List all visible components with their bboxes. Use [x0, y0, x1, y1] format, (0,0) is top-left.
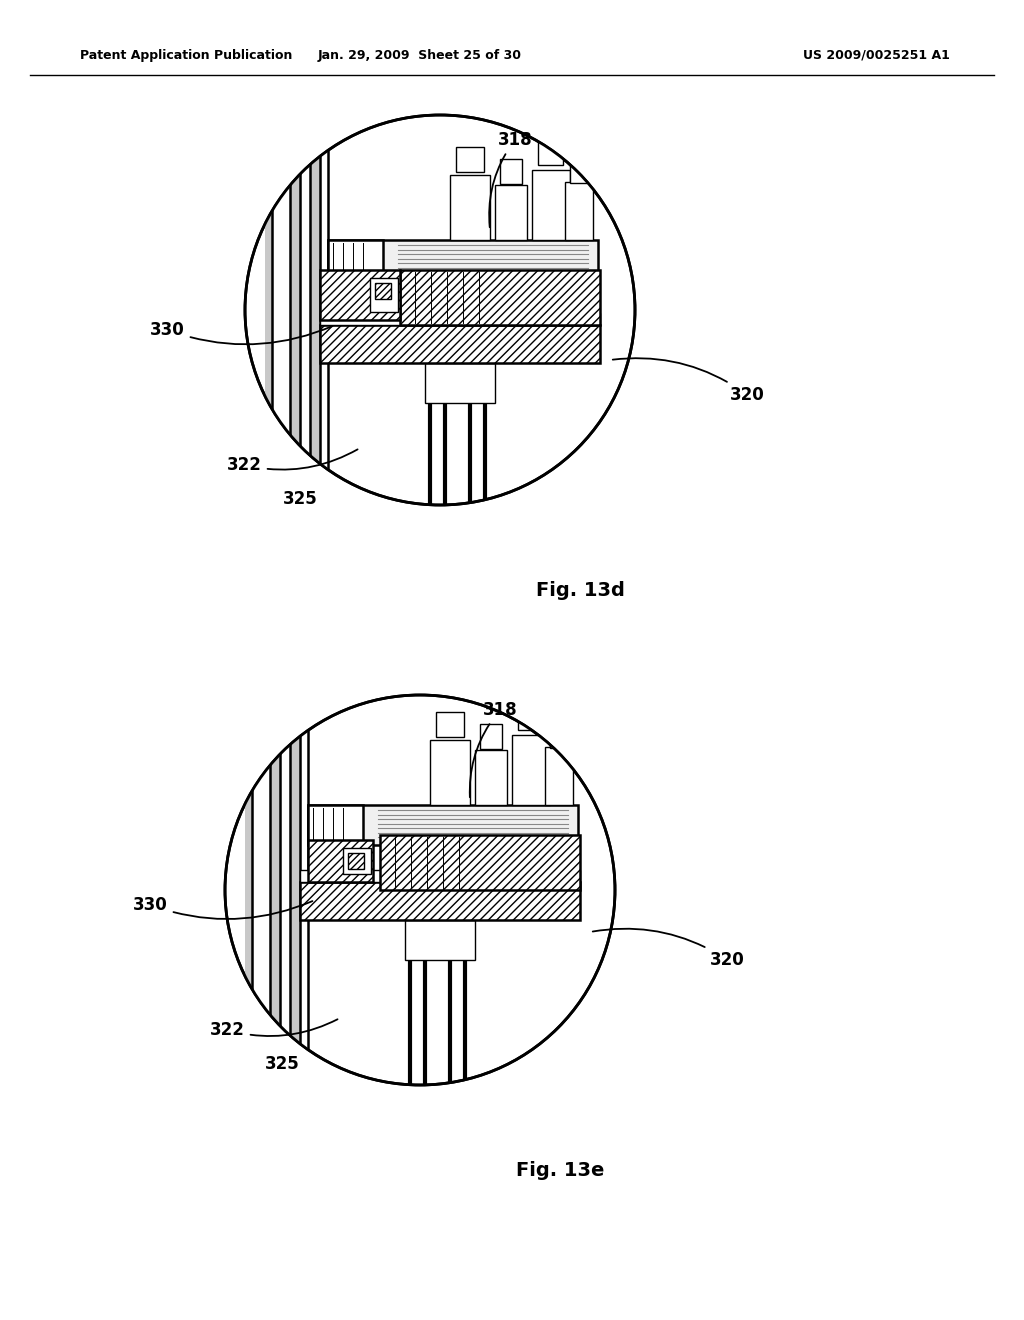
- Text: 330: 330: [133, 896, 312, 919]
- Bar: [550, 723, 568, 748]
- Bar: [512, 735, 550, 805]
- Bar: [500, 158, 522, 183]
- Bar: [308, 805, 578, 845]
- Bar: [538, 140, 563, 165]
- Bar: [319, 325, 600, 363]
- Bar: [370, 279, 398, 312]
- Bar: [436, 711, 464, 737]
- Bar: [430, 741, 470, 805]
- Bar: [425, 363, 495, 403]
- Bar: [348, 853, 364, 869]
- Bar: [308, 805, 362, 845]
- Text: Fig. 13d: Fig. 13d: [536, 581, 625, 599]
- Bar: [495, 185, 527, 240]
- Circle shape: [245, 115, 635, 506]
- Bar: [480, 723, 502, 748]
- Bar: [319, 90, 328, 531]
- Text: Fig. 13e: Fig. 13e: [516, 1160, 604, 1180]
- Text: 322: 322: [227, 449, 357, 474]
- Text: 318: 318: [489, 131, 532, 227]
- Text: 325: 325: [264, 1055, 299, 1073]
- Bar: [265, 90, 319, 531]
- Text: 320: 320: [612, 358, 765, 404]
- Bar: [475, 750, 507, 805]
- Text: 325: 325: [283, 490, 317, 508]
- Bar: [375, 282, 391, 300]
- Text: US 2009/0025251 A1: US 2009/0025251 A1: [803, 49, 950, 62]
- Bar: [280, 671, 290, 1110]
- Bar: [328, 240, 598, 280]
- Bar: [565, 182, 593, 240]
- Bar: [406, 920, 475, 960]
- Text: Jan. 29, 2009  Sheet 25 of 30: Jan. 29, 2009 Sheet 25 of 30: [318, 49, 522, 62]
- Bar: [300, 90, 310, 531]
- Bar: [518, 705, 543, 730]
- Text: 320: 320: [593, 929, 744, 969]
- Bar: [456, 147, 484, 172]
- Bar: [300, 671, 308, 1110]
- Bar: [545, 747, 573, 805]
- Bar: [245, 671, 300, 1110]
- Bar: [328, 240, 383, 280]
- Text: 330: 330: [151, 321, 333, 345]
- Bar: [252, 671, 270, 1110]
- Bar: [400, 271, 600, 325]
- Text: 318: 318: [470, 701, 517, 797]
- Bar: [380, 836, 580, 890]
- Text: Patent Application Publication: Patent Application Publication: [80, 49, 293, 62]
- Bar: [308, 840, 373, 882]
- Bar: [570, 158, 588, 183]
- Bar: [319, 313, 600, 325]
- Text: 322: 322: [210, 1019, 338, 1039]
- Bar: [300, 882, 580, 920]
- Bar: [272, 90, 290, 531]
- Circle shape: [225, 696, 615, 1085]
- Bar: [532, 170, 570, 240]
- Bar: [343, 847, 371, 874]
- Bar: [450, 176, 490, 240]
- Bar: [319, 271, 400, 319]
- Bar: [300, 870, 580, 882]
